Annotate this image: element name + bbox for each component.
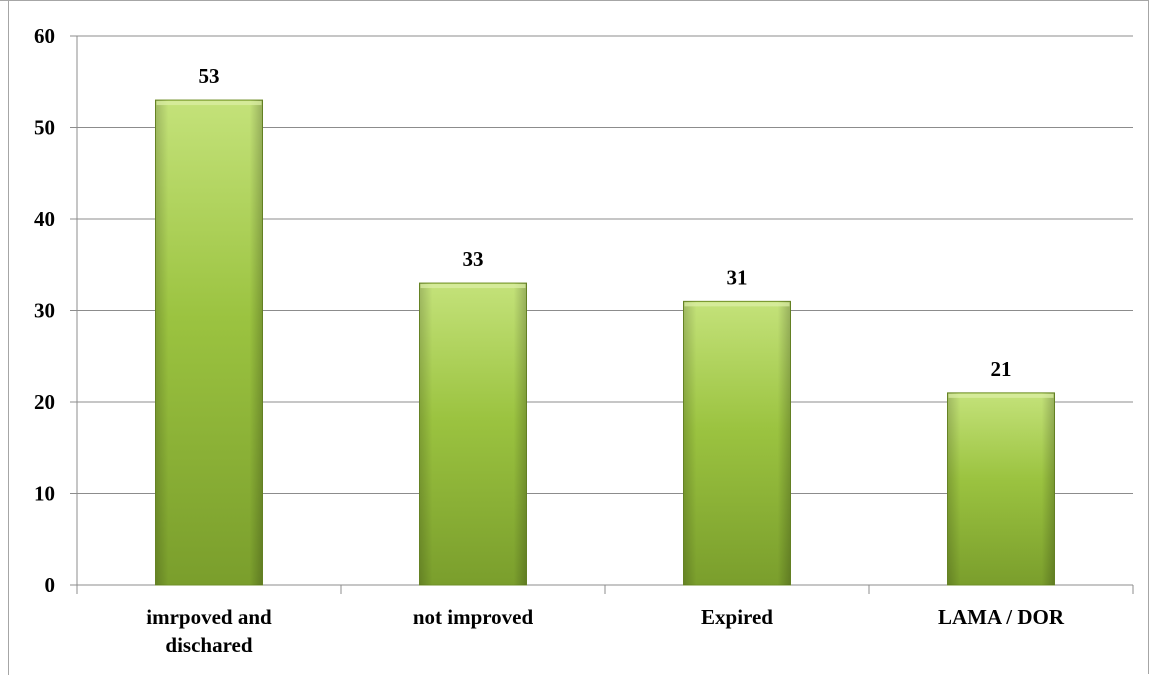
bar-highlight bbox=[156, 101, 262, 106]
data-label: 31 bbox=[727, 265, 748, 289]
y-tick-label: 20 bbox=[34, 390, 55, 414]
x-tick-label: LAMA / DOR bbox=[938, 605, 1065, 629]
y-tick-label: 10 bbox=[34, 482, 55, 506]
x-tick-label: imrpoved and bbox=[146, 605, 272, 629]
y-tick-label: 30 bbox=[34, 299, 55, 323]
x-tick-label: Expired bbox=[701, 605, 773, 629]
data-label: 53 bbox=[199, 64, 220, 88]
bar-shading bbox=[155, 100, 263, 586]
bar-highlight bbox=[948, 393, 1054, 398]
data-label: 33 bbox=[463, 247, 484, 271]
x-tick-label: not improved bbox=[413, 605, 534, 629]
bar-shading bbox=[683, 301, 791, 585]
y-tick-label: 50 bbox=[34, 116, 55, 140]
labels: 0 10 20 30 40 50 60 53 imrpoved and dischared 33 no… bbox=[34, 24, 1065, 657]
bar-shading bbox=[419, 283, 527, 585]
y-tick-label: 60 bbox=[34, 24, 55, 48]
x-tick-label: dischared bbox=[165, 633, 252, 657]
bar-highlight bbox=[420, 284, 526, 289]
bar-highlight bbox=[684, 302, 790, 307]
data-label: 21 bbox=[991, 357, 1012, 381]
y-tick-label: 40 bbox=[34, 207, 55, 231]
bars bbox=[155, 99, 1055, 586]
bar-shading bbox=[947, 392, 1055, 585]
y-tick-label: 0 bbox=[45, 573, 56, 597]
